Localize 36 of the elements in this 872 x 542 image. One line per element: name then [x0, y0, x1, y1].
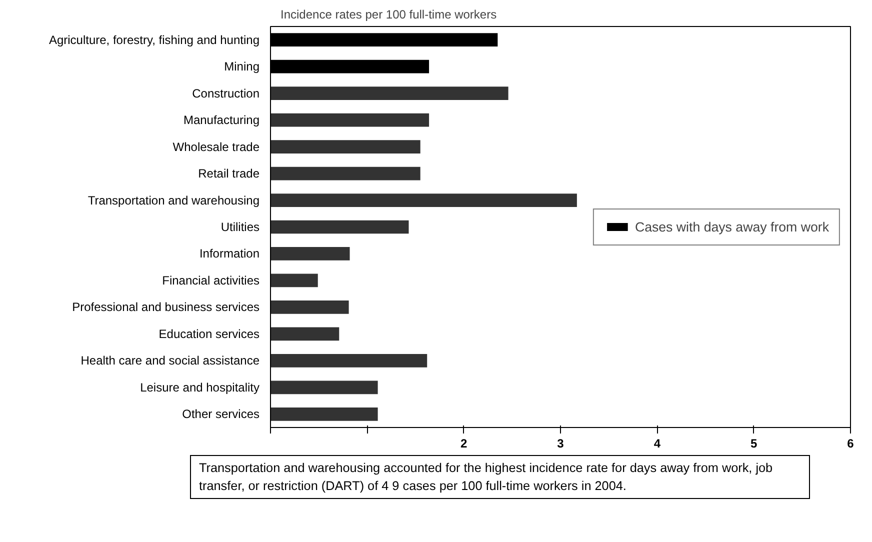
y-tick-label: Agriculture, forestry, fishing and hunting: [48, 32, 260, 47]
y-tick-label: Utilities: [220, 220, 260, 234]
y-tick-label: Manufacturing: [183, 113, 260, 128]
bar: [270, 166, 420, 180]
x-tick-label: 2: [460, 436, 468, 450]
bar: [270, 407, 378, 421]
y-tick-label: Professional and business services: [72, 300, 260, 314]
x-tick-label: 6: [847, 436, 854, 450]
x-tick-label: 3: [557, 436, 564, 450]
legend-label: Cases with days away from work: [634, 219, 829, 234]
y-tick-label: Transportation and warehousing: [88, 193, 260, 208]
bar: [270, 354, 428, 368]
y-tick-label: Financial activities: [162, 273, 260, 288]
bar: [270, 274, 318, 288]
y-tick-label: Information: [199, 246, 260, 261]
chart-title: Incidence rates per 100 full-time workers: [280, 8, 497, 22]
y-tick-label: Other services: [182, 407, 260, 422]
bar: [270, 140, 420, 154]
x-tick-label: 5: [750, 436, 758, 450]
bar: [270, 380, 378, 394]
bar: [270, 300, 349, 314]
bar: [270, 113, 430, 127]
y-tick-label: Retail trade: [198, 166, 260, 181]
bar: [270, 86, 508, 100]
bar: [270, 327, 340, 341]
y-tick-label: Construction: [192, 86, 260, 100]
y-tick-label: Education services: [158, 326, 260, 341]
bar: [270, 194, 577, 207]
bar: [270, 220, 409, 234]
y-tick-label: Wholesale trade: [172, 140, 260, 154]
y-tick-label: Mining: [224, 60, 260, 74]
bar: [270, 247, 350, 260]
y-tick-label: Health care and social assistance: [80, 354, 260, 368]
y-tick-label: Leisure and hospitality: [140, 380, 260, 394]
x-tick-label: 4: [654, 436, 661, 450]
text: Transportation and warehousing accounted for the highest incidence rate for days away from work, job transfer, or restriction (DART) of 4 9 cases per 100 full-time workers in 2004.: [199, 460, 774, 496]
